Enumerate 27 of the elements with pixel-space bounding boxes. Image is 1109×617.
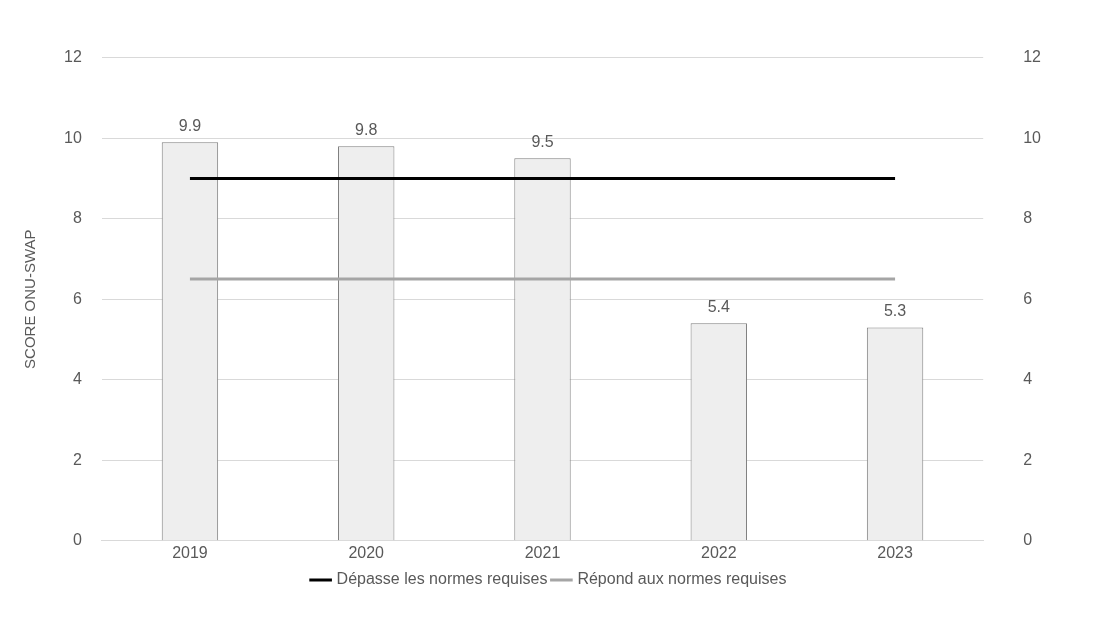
data-label: 9.9 (178, 116, 202, 134)
x-tick-label: 2022 (700, 543, 737, 561)
data-label: 5.4 (707, 297, 730, 315)
x-tick-label: 2023 (877, 543, 913, 561)
y2-tick-label: 10 (1023, 128, 1042, 146)
y2-tick-label: 6 (1023, 289, 1033, 307)
x-tick-label: 2019 (172, 543, 208, 561)
data-label: 5.3 (883, 301, 907, 319)
y2-tick-label: 2 (1023, 450, 1033, 468)
y-tick-label: 2 (72, 450, 82, 468)
y2-tick-label: 4 (1023, 370, 1033, 388)
data-label: 9.8 (355, 120, 378, 138)
y-tick-label: 6 (72, 289, 82, 307)
y-axis-title: SCORE ONU-SWAP (21, 229, 39, 369)
y-tick-label: 8 (72, 209, 82, 227)
y2-tick-label: 0 (1023, 531, 1033, 549)
data-label: 9.5 (531, 132, 554, 150)
y-tick-label: 0 (72, 531, 82, 549)
y2-tick-label: 12 (1023, 48, 1042, 66)
y-tick-label: 10 (64, 128, 82, 146)
y2-tick-label: 8 (1023, 209, 1033, 227)
x-tick-label: 2021 (524, 543, 561, 561)
y-tick-label: 12 (64, 48, 82, 66)
x-tick-label: 2020 (348, 543, 385, 561)
y-tick-label: 4 (72, 370, 82, 388)
legend-label: Dépasse les normes requises (336, 570, 548, 588)
legend-label: Répond aux normes requises (577, 570, 787, 588)
